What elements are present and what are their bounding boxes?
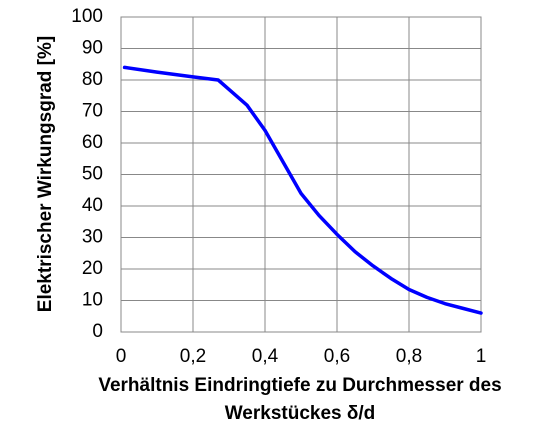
y-tick-label: 90 [82,38,103,59]
x-tick-label: 0 [116,346,127,367]
x-tick-label: 1 [476,346,487,367]
x-axis-label: Verhältnis Eindringtiefe zu Durchmesser … [98,375,501,396]
y-tick-label: 60 [82,132,103,153]
x-tick-label: 0,8 [396,346,422,367]
y-tick-label: 40 [82,195,103,216]
y-axis-label: Elektrischer Wirkungsgrad [%] [35,36,56,312]
y-tick-label: 0 [92,321,103,342]
y-tick-label: 10 [82,290,103,311]
plot-frame [120,16,482,333]
y-tick-label: 50 [82,164,103,185]
x-tick-label: 0,4 [252,346,279,367]
y-tick-label: 30 [82,227,103,248]
data-line [122,65,483,315]
y-tick-label: 70 [82,101,103,122]
y-tick-label: 20 [82,258,103,279]
x-tick-label: 0,6 [324,346,350,367]
y-tick-label: 100 [71,6,103,27]
x-tick-label: 0,2 [180,346,206,367]
x-axis-label: Werkstückes δ/d [225,403,376,424]
y-tick-label: 80 [82,69,103,90]
